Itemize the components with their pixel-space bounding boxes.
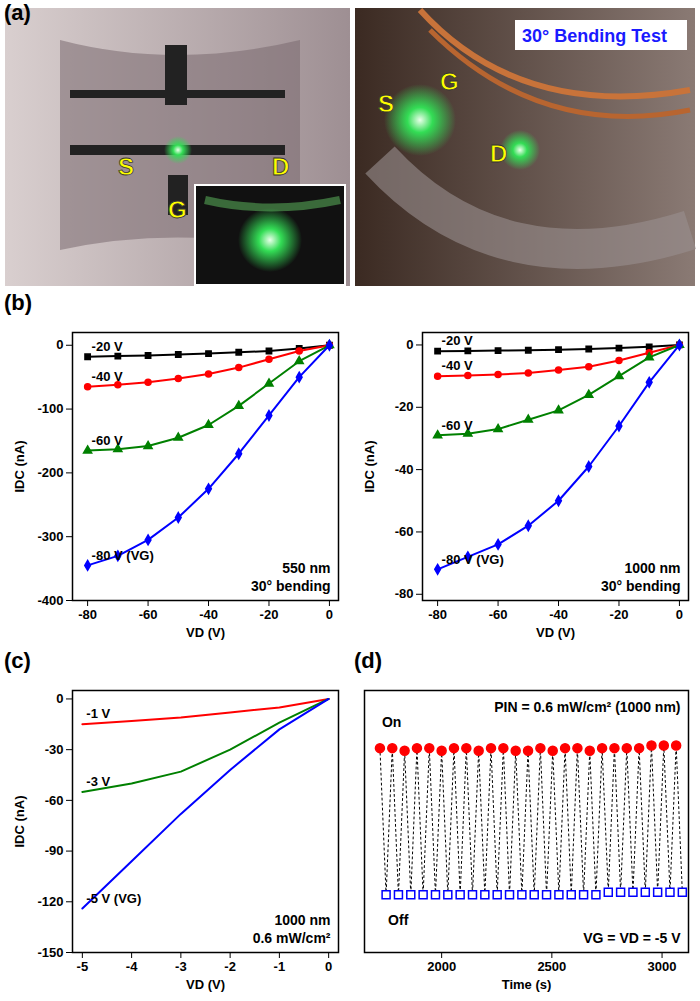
- svg-text:-20: -20: [260, 607, 279, 622]
- html-text:(d): (d): [354, 648, 383, 673]
- svg-text:-40: -40: [549, 607, 568, 622]
- svg-text:-3 V: -3 V: [86, 774, 110, 789]
- svg-text:-80 V (VG): -80 V (VG): [92, 548, 154, 563]
- html-text:(a): (a): [4, 0, 31, 25]
- svg-text:G: G: [440, 68, 459, 95]
- svg-text:-80: -80: [78, 607, 97, 622]
- svg-text:-40: -40: [199, 607, 218, 622]
- svg-text:Off: Off: [388, 912, 409, 928]
- html-text:(c): (c): [4, 648, 31, 673]
- svg-text:0: 0: [406, 337, 413, 352]
- svg-text:-100: -100: [37, 401, 63, 416]
- svg-text:D: D: [272, 153, 289, 180]
- svg-text:550 nm: 550 nm: [282, 560, 330, 576]
- svg-text:-60 V: -60 V: [92, 433, 123, 448]
- svg-text:0: 0: [56, 337, 63, 352]
- svg-text:-60 V: -60 V: [442, 417, 473, 432]
- svg-text:-20 V: -20 V: [442, 333, 473, 348]
- svg-text:-80: -80: [428, 607, 447, 622]
- svg-text:1000 nm: 1000 nm: [274, 912, 330, 928]
- svg-text:IDC (nA): IDC (nA): [12, 796, 27, 848]
- svg-text:3000: 3000: [648, 959, 677, 974]
- svg-text:-2: -2: [224, 959, 236, 974]
- svg-text:1000 nm: 1000 nm: [624, 560, 680, 576]
- svg-text:-5: -5: [77, 959, 89, 974]
- svg-text:-40 V: -40 V: [92, 369, 123, 384]
- svg-text:-120: -120: [37, 894, 63, 909]
- svg-text:30° Bending Test: 30° Bending Test: [522, 26, 667, 46]
- svg-text:-80 V (VG): -80 V (VG): [442, 551, 504, 566]
- svg-text:G: G: [168, 196, 187, 223]
- svg-text:-20: -20: [395, 399, 414, 414]
- svg-text:VG = VD = -5 V: VG = VD = -5 V: [583, 930, 681, 946]
- svg-text:-4: -4: [126, 959, 138, 974]
- svg-text:-400: -400: [37, 593, 63, 608]
- svg-text:VD (V): VD (V): [536, 625, 575, 640]
- svg-text:-1: -1: [274, 959, 286, 974]
- svg-text:-60: -60: [489, 607, 508, 622]
- svg-text:S: S: [378, 90, 394, 117]
- svg-text:-80: -80: [395, 586, 414, 601]
- svg-text:PIN = 0.6 mW/cm² (1000 nm): PIN = 0.6 mW/cm² (1000 nm): [494, 699, 680, 715]
- svg-text:-30: -30: [45, 742, 64, 757]
- svg-text:-1 V: -1 V: [86, 706, 110, 721]
- svg-text:30° bending: 30° bending: [601, 578, 681, 594]
- svg-text:2000: 2000: [427, 959, 456, 974]
- svg-text:VD (V): VD (V): [186, 625, 225, 640]
- svg-text:-60: -60: [139, 607, 158, 622]
- svg-text:-20 V: -20 V: [92, 339, 123, 354]
- svg-text:Time (s): Time (s): [502, 977, 552, 992]
- svg-text:-40 V: -40 V: [442, 358, 473, 373]
- svg-text:IDC (nA): IDC (nA): [12, 441, 27, 493]
- html-text:(b): (b): [4, 290, 33, 315]
- svg-text:S: S: [118, 153, 134, 180]
- svg-text:0: 0: [326, 607, 333, 622]
- svg-text:0: 0: [56, 691, 63, 706]
- svg-text:-60: -60: [45, 793, 64, 808]
- svg-text:-60: -60: [395, 524, 414, 539]
- svg-text:-90: -90: [45, 843, 64, 858]
- svg-text:0: 0: [325, 959, 332, 974]
- svg-text:2500: 2500: [537, 959, 566, 974]
- svg-text:0.6 mW/cm²: 0.6 mW/cm²: [253, 930, 331, 946]
- svg-text:-40: -40: [395, 462, 414, 477]
- svg-text:-150: -150: [37, 945, 63, 960]
- svg-text:VD (V): VD (V): [186, 977, 225, 992]
- svg-text:-300: -300: [37, 529, 63, 544]
- svg-text:-20: -20: [610, 607, 629, 622]
- svg-text:30° bending: 30° bending: [251, 578, 331, 594]
- svg-text:-3: -3: [175, 959, 187, 974]
- svg-text:-5 V (VG): -5 V (VG): [86, 891, 141, 906]
- svg-text:On: On: [382, 714, 401, 730]
- svg-text:-200: -200: [37, 465, 63, 480]
- svg-text:IDC (nA): IDC (nA): [362, 441, 377, 493]
- svg-text:0: 0: [676, 607, 683, 622]
- svg-text:D: D: [490, 140, 507, 167]
